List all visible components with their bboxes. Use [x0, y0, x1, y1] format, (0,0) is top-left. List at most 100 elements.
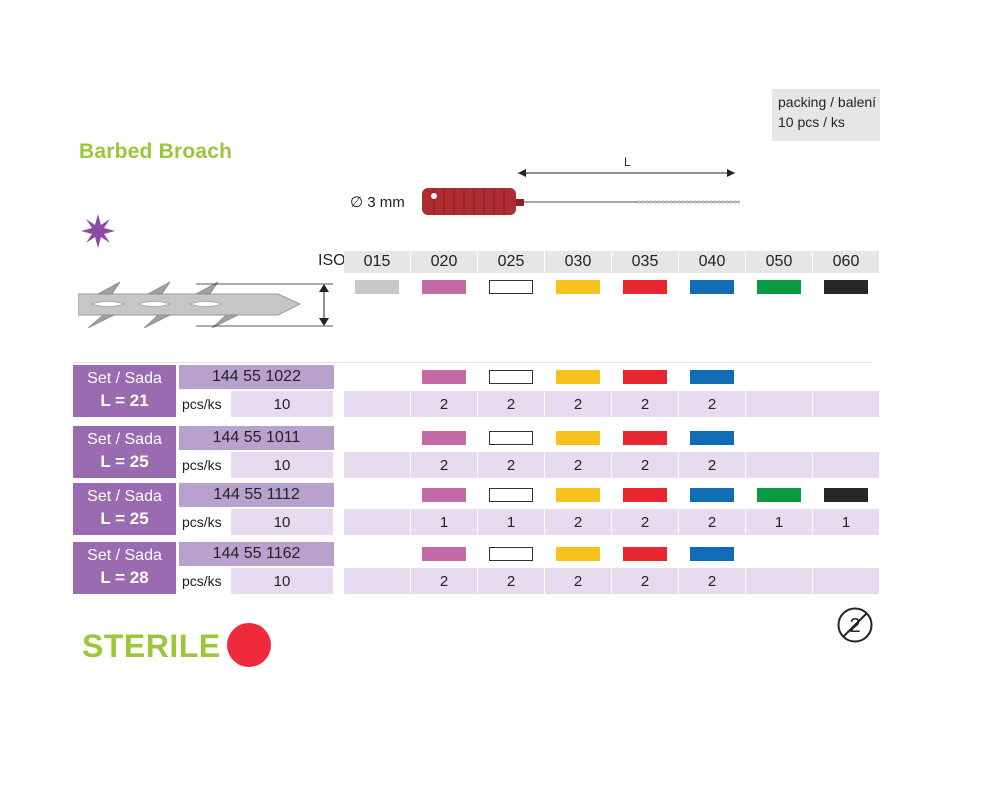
set-quantity-040: 2	[679, 391, 745, 417]
set-quantity-060: 1	[813, 509, 879, 535]
packing-line-2: 10 pcs / ks	[778, 114, 845, 130]
set-color-swatch-030	[556, 547, 600, 561]
set-color-swatch-040	[690, 431, 734, 445]
set-color-swatch-030	[556, 431, 600, 445]
set-label: Set / Sada	[87, 547, 162, 564]
set-color-swatch-025	[489, 431, 533, 445]
do-not-reuse-icon: 2	[837, 607, 873, 643]
set-unit: pcs/ks	[178, 568, 228, 594]
set-quantity-025: 2	[478, 452, 544, 478]
set-quantity-020: 2	[411, 391, 477, 417]
set-color-swatch-035	[623, 488, 667, 502]
iso-color-swatch-060	[824, 280, 868, 294]
set-quantity-015	[344, 452, 410, 478]
set-unit: pcs/ks	[178, 509, 228, 535]
set-quantity-015	[344, 568, 410, 594]
set-color-swatch-025	[489, 370, 533, 384]
iso-size-020: 020	[411, 251, 477, 273]
set-color-swatch-020	[422, 370, 466, 384]
set-quantity-025: 1	[478, 509, 544, 535]
set-label: Set / Sada	[87, 370, 162, 387]
diameter-label: ∅ 3 mm	[350, 194, 405, 211]
set-quantity-035: 2	[612, 391, 678, 417]
set-quantity-040: 2	[679, 452, 745, 478]
set-quantity-015	[344, 509, 410, 535]
iso-color-swatch-035	[623, 280, 667, 294]
set-quantity-025: 2	[478, 391, 544, 417]
set-color-swatch-040	[690, 370, 734, 384]
length-label: L	[624, 155, 631, 169]
set-pack-count: 10	[231, 452, 333, 478]
set-quantity-030: 2	[545, 391, 611, 417]
iso-color-swatch-040	[690, 280, 734, 294]
set-color-swatch-020	[422, 431, 466, 445]
set-quantity-040: 2	[679, 568, 745, 594]
set-quantity-040: 2	[679, 509, 745, 535]
set-quantity-015	[344, 391, 410, 417]
set-unit: pcs/ks	[178, 452, 228, 478]
iso-color-swatch-015	[355, 280, 399, 294]
iso-size-035: 035	[612, 251, 678, 273]
set-label-box: Set / Sada L = 25	[73, 426, 176, 478]
packing-info: packing / balení 10 pcs / ks	[772, 89, 880, 141]
set-color-swatch-025	[489, 488, 533, 502]
set-quantity-035: 2	[612, 509, 678, 535]
set-color-swatch-035	[623, 547, 667, 561]
set-quantity-025: 2	[478, 568, 544, 594]
set-quantity-020: 2	[411, 568, 477, 594]
set-color-swatch-020	[422, 488, 466, 502]
sterile-label: STERILE	[82, 628, 221, 664]
set-unit: pcs/ks	[178, 391, 228, 417]
set-quantity-060	[813, 391, 879, 417]
set-quantity-060	[813, 568, 879, 594]
iso-color-swatch-025	[489, 280, 533, 294]
packing-line-1: packing / balení	[778, 94, 877, 110]
iso-size-030: 030	[545, 251, 611, 273]
set-label: Set / Sada	[87, 431, 162, 448]
set-color-swatch-030	[556, 488, 600, 502]
set-quantity-030: 2	[545, 452, 611, 478]
iso-size-060: 060	[813, 251, 879, 273]
set-label-box: Set / Sada L = 21	[73, 365, 176, 417]
iso-size-050: 050	[746, 251, 812, 273]
iso-size-015: 015	[344, 251, 410, 273]
set-label-box: Set / Sada L = 28	[73, 542, 176, 594]
set-code: 144 55 1112	[179, 483, 334, 507]
iso-color-swatch-050	[757, 280, 801, 294]
iso-label: ISO	[318, 252, 346, 269]
set-length: L = 25	[100, 452, 149, 471]
set-quantity-050	[746, 391, 812, 417]
set-quantity-030: 2	[545, 568, 611, 594]
instrument-drawing	[422, 169, 740, 215]
set-length: L = 21	[100, 391, 149, 410]
set-quantity-050	[746, 568, 812, 594]
set-color-swatch-050	[757, 488, 801, 502]
set-quantity-060	[813, 452, 879, 478]
iso-color-swatch-020	[422, 280, 466, 294]
set-color-swatch-035	[623, 431, 667, 445]
iso-color-swatch-030	[556, 280, 600, 294]
set-quantity-050	[746, 452, 812, 478]
set-color-swatch-035	[623, 370, 667, 384]
iso-size-040: 040	[679, 251, 745, 273]
set-code: 144 55 1011	[179, 426, 334, 450]
product-title: Barbed Broach	[79, 140, 233, 163]
set-color-swatch-020	[422, 547, 466, 561]
set-length: L = 28	[100, 568, 149, 587]
set-quantity-020: 1	[411, 509, 477, 535]
set-quantity-020: 2	[411, 452, 477, 478]
barb-closeup-drawing	[78, 281, 333, 329]
set-quantity-050: 1	[746, 509, 812, 535]
set-label-box: Set / Sada L = 25	[73, 483, 176, 535]
sterile-dot-icon	[227, 623, 271, 667]
set-pack-count: 10	[231, 568, 333, 594]
set-quantity-035: 2	[612, 452, 678, 478]
set-quantity-035: 2	[612, 568, 678, 594]
divider	[72, 362, 872, 363]
set-color-swatch-040	[690, 547, 734, 561]
set-label: Set / Sada	[87, 488, 162, 505]
star-icon	[81, 214, 115, 248]
set-pack-count: 10	[231, 391, 333, 417]
set-code: 144 55 1022	[179, 365, 334, 389]
set-pack-count: 10	[231, 509, 333, 535]
